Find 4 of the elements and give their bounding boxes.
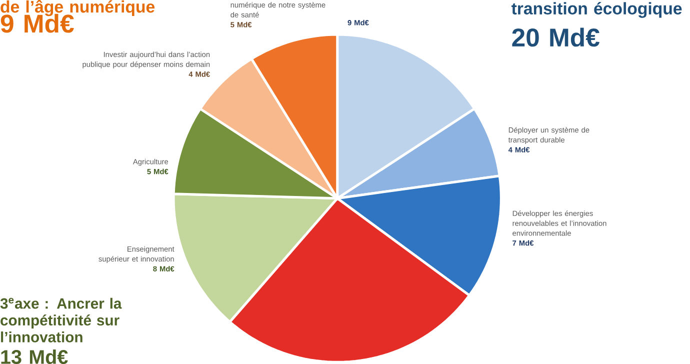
text: transition écologique <box>512 2 682 18</box>
text: 3$^{e}$axe : Ancrer la compétitivité sur l’innovation <box>0 298 122 342</box>
text: 20 Md€ <box>512 28 600 47</box>
text: 13 Md€ <box>1 349 68 364</box>
